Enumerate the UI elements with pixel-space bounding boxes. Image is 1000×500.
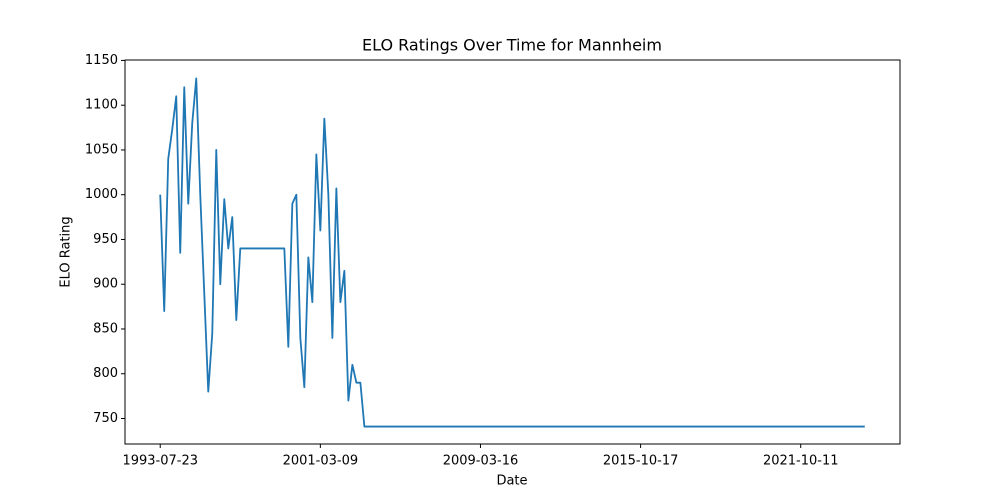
y-tick-label: 1000 <box>85 187 118 202</box>
y-tick-label: 750 <box>93 411 118 426</box>
x-tick-label: 2009-03-16 <box>443 454 519 469</box>
x-tick-label: 2001-03-09 <box>283 454 359 469</box>
x-tick-label: 2021-10-11 <box>763 454 839 469</box>
data-line <box>159 77 865 428</box>
y-tick-label: 800 <box>93 366 118 381</box>
y-tick-label: 1050 <box>85 142 118 157</box>
y-tick-label: 950 <box>93 232 118 247</box>
x-tick-label: 2015-10-17 <box>603 454 679 469</box>
y-tick-label: 1150 <box>85 53 118 68</box>
y-axis-label: ELO Rating <box>59 216 74 287</box>
chart-title: ELO Ratings Over Time for Mannheim <box>362 36 662 55</box>
x-axis-label: Date <box>496 474 527 489</box>
y-tick-label: 900 <box>93 277 118 292</box>
x-tick-label: 1993-07-23 <box>122 454 198 469</box>
plot-frame <box>124 59 901 445</box>
y-tick-label: 850 <box>93 321 118 336</box>
y-tick-label: 1100 <box>85 98 118 113</box>
